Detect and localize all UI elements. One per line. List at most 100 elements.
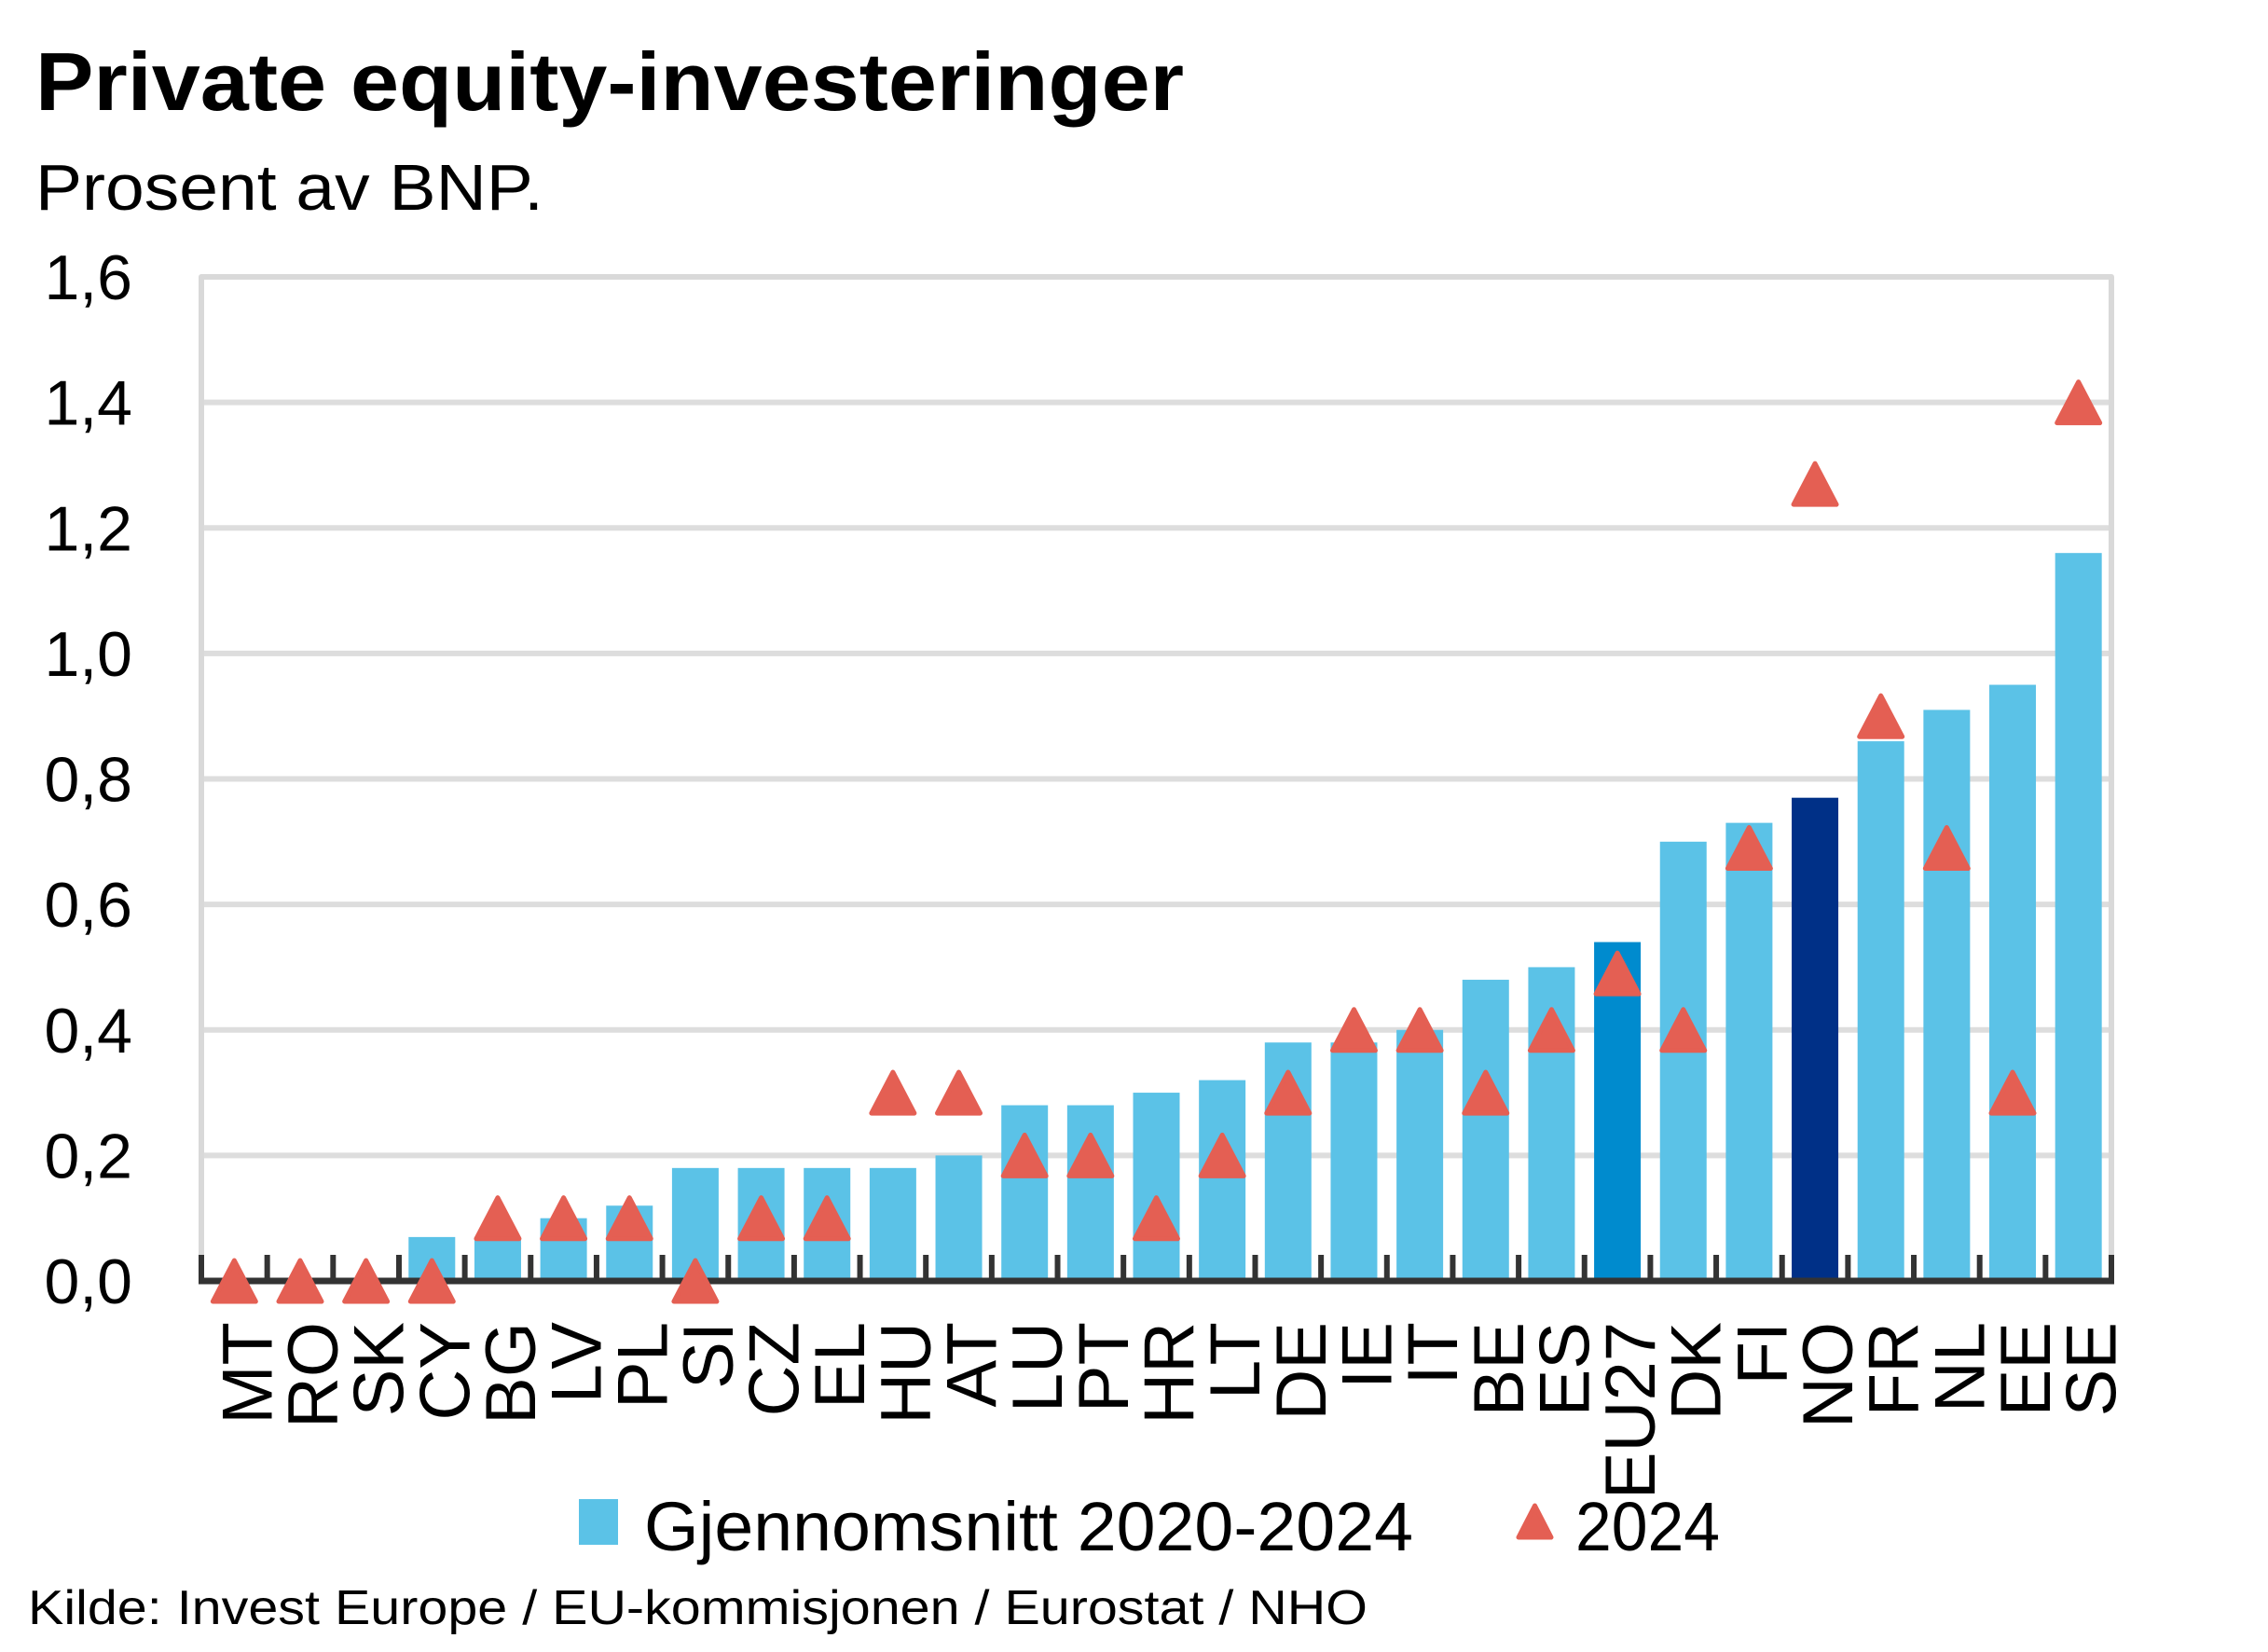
marker-at [935,1069,983,1116]
x-tick-label: LV [538,1322,617,1404]
legend-item-marker: 2024 [1516,1488,1720,1565]
bar-hu [869,1167,916,1281]
legend: Gjennomsnitt 2020-2024 2024 [579,1488,1720,1565]
bar-no [1792,797,1839,1281]
x-tick-label: MT [208,1322,287,1425]
marker-sk [342,1258,391,1304]
marker-pt [1066,1132,1115,1178]
marker-de [1264,1069,1313,1116]
marker-mt [210,1258,258,1304]
marker-eu27 [1593,950,1642,997]
marker-cz [737,1195,786,1242]
x-tick-label: RO [274,1322,353,1428]
x-tick-label: HU [867,1322,946,1425]
marker-bg [474,1195,522,1242]
x-tick-label: NO [1789,1322,1868,1428]
legend-triangle-icon [1516,1503,1554,1540]
legend-item-bar: Gjennomsnitt 2020-2024 [579,1488,1413,1565]
marker-cy [407,1258,456,1304]
marker-dk [1659,1007,1708,1053]
marker-ie [1329,1007,1378,1053]
bar-lu [1001,1105,1049,1281]
bar-dk [1659,841,1707,1281]
x-tick-label: LU [998,1322,1078,1412]
x-tick-label: EE [1986,1322,2066,1416]
y-tick-label: 0,4 [44,996,132,1067]
x-axis-tick-labels: MTROSKCYBGLVPLSICZELHUATLUPTHRLTDEIEITBE… [208,1322,2131,1499]
x-tick-label: SE [2053,1322,2132,1416]
y-tick-label: 0,6 [44,870,132,941]
y-tick-label: 0,2 [44,1121,132,1191]
bar-hr [1133,1093,1180,1281]
bar-se [2055,553,2102,1281]
bar-ee [1989,684,2037,1281]
y-tick-label: 0,0 [44,1246,132,1317]
legend-label-marker: 2024 [1575,1488,1720,1565]
marker-no [1791,461,1839,507]
x-tick-label: CZ [735,1322,815,1416]
x-tick-label: IT [1394,1322,1473,1385]
marker-el [803,1195,851,1242]
bar-lt [1199,1080,1246,1281]
x-tick-label: AT [933,1322,1012,1407]
y-axis-tick-labels: 0,0 0,2 0,4 0,6 0,8 1,0 1,2 1,4 1,6 [44,242,132,1317]
x-tick-label: SK [340,1322,419,1416]
marker-lu [1000,1132,1049,1178]
x-tick-label: DK [1657,1322,1737,1421]
source-note: Kilde: Invest Europe / EU-kommisjonen / … [28,1581,1368,1635]
x-tick-label: BE [1460,1322,1539,1416]
bar-fi [1725,822,1773,1281]
x-tick-label: BG [472,1322,551,1425]
x-tick-label: EL [801,1322,880,1409]
bar-pt [1066,1105,1114,1281]
bar-it [1396,1029,1444,1281]
bar-fr [1857,741,1904,1281]
plot-border [199,274,2114,1281]
marker-fi [1725,825,1773,872]
marker-hr [1133,1195,1180,1242]
marker-si [671,1258,720,1304]
marker-nl [1922,825,1971,872]
x-tick-label: EU27 [1591,1322,1670,1499]
marker-ee [1988,1069,2037,1116]
x-tick-label: NL [1920,1322,2000,1412]
bar-ie [1330,1042,1378,1281]
bar-be [1462,979,1509,1281]
x-tick-label: SI [669,1322,749,1389]
y-tick-label: 0,8 [44,745,132,816]
marker-fr [1857,693,1905,739]
bar-at [935,1155,983,1281]
chart-title: Private equity-investeringer [35,35,1184,128]
x-tick-label: FR [1855,1322,1934,1416]
x-tick-label: CY [405,1322,485,1421]
chart-subtitle: Prosent av BNP. [35,151,543,224]
x-tick-label: ES [1525,1322,1604,1416]
marker-pl [605,1195,653,1242]
x-tick-label: IE [1327,1322,1407,1389]
legend-swatch-bar [579,1499,618,1545]
x-tick-label: LT [1196,1322,1275,1399]
y-tick-label: 1,0 [44,619,132,690]
marker-es [1527,1007,1575,1053]
y-tick-label: 1,4 [44,368,132,439]
x-axis [199,1255,2114,1285]
x-tick-label: PL [603,1322,682,1409]
x-tick-label: DE [1262,1322,1341,1421]
legend-label-bar: Gjennomsnitt 2020-2024 [644,1488,1413,1565]
marker-it [1395,1007,1444,1053]
marker-ro [276,1258,324,1304]
marker-lt [1198,1132,1246,1178]
gridlines [201,399,2111,1159]
x-tick-label: PT [1065,1322,1144,1412]
marker-se [2055,379,2103,426]
bar-eu27 [1594,942,1642,1281]
marker-be [1462,1069,1510,1116]
marker-lv [540,1195,588,1242]
bar-bg [474,1236,521,1281]
plot-frame [199,274,2114,1281]
y-tick-label: 1,2 [44,493,132,564]
marker-hu [869,1069,917,1116]
x-tick-label: HR [1131,1322,1210,1425]
bar-nl [1923,709,1971,1281]
